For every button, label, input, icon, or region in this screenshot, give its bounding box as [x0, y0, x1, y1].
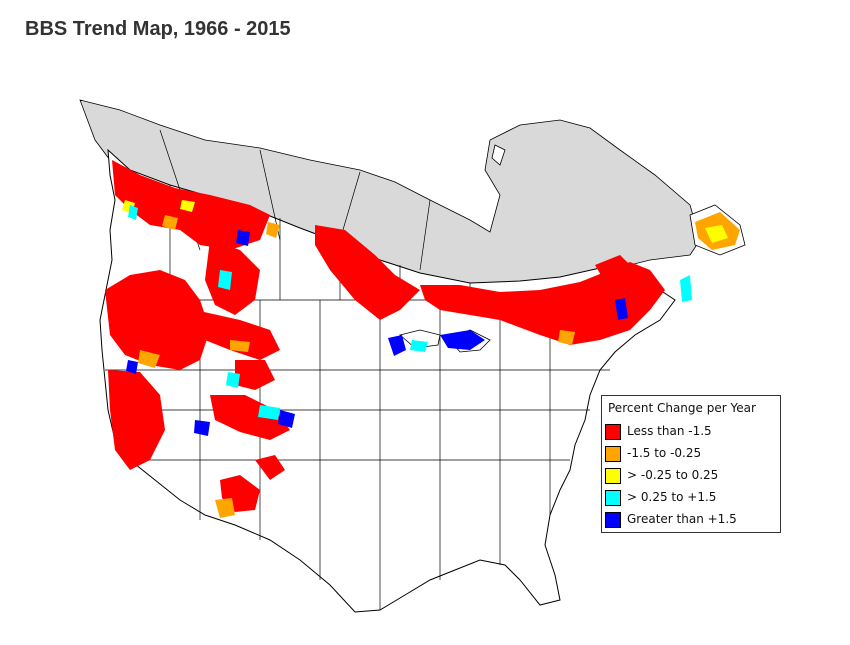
- legend-label: Less than -1.5: [627, 424, 712, 438]
- trend-areas-increase-moderate: [128, 205, 692, 420]
- orange-swatch-icon: [605, 446, 621, 462]
- yellow-swatch-icon: [605, 468, 621, 484]
- legend-label: -1.5 to -0.25: [627, 446, 702, 460]
- legend-label: Greater than +1.5: [627, 512, 737, 526]
- blue-swatch-icon: [605, 512, 621, 528]
- legend-title: Percent Change per Year: [608, 401, 756, 415]
- trend-areas-increase-strong: [126, 230, 628, 436]
- legend-label: > -0.25 to 0.25: [627, 468, 719, 482]
- red-swatch-icon: [605, 424, 621, 440]
- trend-areas-stable: [122, 200, 728, 243]
- cyan-swatch-icon: [605, 490, 621, 506]
- legend-label: > 0.25 to +1.5: [627, 490, 717, 504]
- trend-areas-decline-strong: [105, 160, 665, 512]
- map-title: BBS Trend Map, 1966 - 2015: [25, 18, 291, 40]
- map-legend: Percent Change per Year Less than -1.5 -…: [601, 395, 781, 533]
